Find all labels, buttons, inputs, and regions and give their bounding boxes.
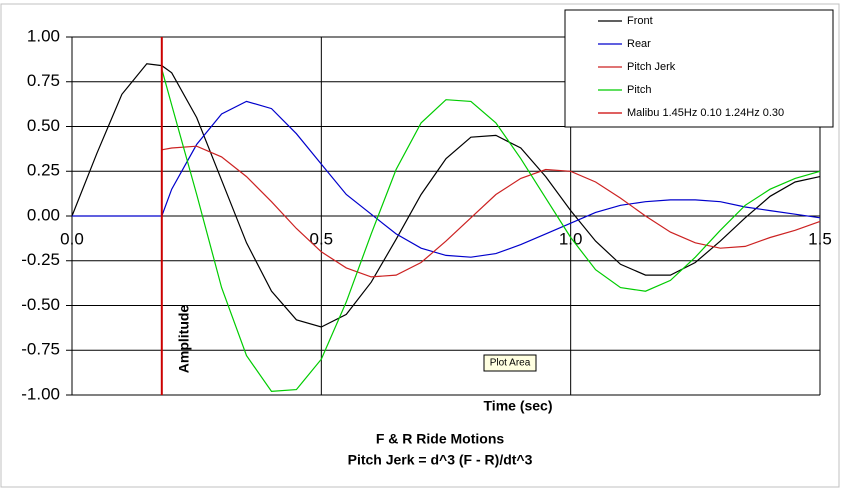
- y-tick-label: -1.00: [21, 384, 60, 403]
- y-tick-label: 0.50: [27, 116, 60, 135]
- y-tick-label: -0.75: [21, 340, 60, 359]
- y-tick-label: 1.00: [27, 26, 60, 45]
- y-tick-label: 0.00: [27, 205, 60, 224]
- legend-box: [564, 9, 834, 128]
- y-axis-label: Amplitude: [176, 305, 192, 374]
- legend-label: Pitch Jerk: [627, 61, 676, 73]
- legend-label: Rear: [627, 38, 651, 50]
- x-tick-label: 1.0: [559, 229, 583, 248]
- x-axis-label: Time (sec): [484, 398, 553, 414]
- y-tick-label: -0.25: [21, 250, 60, 269]
- tooltip-box: [483, 354, 537, 372]
- series-line: [71, 63, 821, 328]
- legend-label: Pitch: [627, 84, 651, 96]
- tooltip-text: Plot Area: [490, 358, 531, 369]
- y-tick-label: 0.75: [27, 71, 60, 90]
- chart-title: F & R Ride Motions: [376, 431, 505, 447]
- series-line: [161, 69, 821, 393]
- y-tick-label: 0.25: [27, 161, 60, 180]
- legend: Front Rear Pitch Jerk Pitch Malibu 1.45Hz 0.…: [564, 9, 834, 128]
- x-tick-label: 0.5: [310, 229, 334, 248]
- legend-label: Malibu 1.45Hz 0.10 1.24Hz 0.30: [627, 107, 784, 119]
- series-line: [161, 145, 821, 278]
- legend-label: Front: [627, 15, 653, 27]
- y-tick-label: -0.50: [21, 295, 60, 314]
- chart-subtitle: Pitch Jerk = d^3 (F - R)/dt^3: [348, 452, 533, 468]
- x-tick-label: 1.5: [808, 229, 832, 248]
